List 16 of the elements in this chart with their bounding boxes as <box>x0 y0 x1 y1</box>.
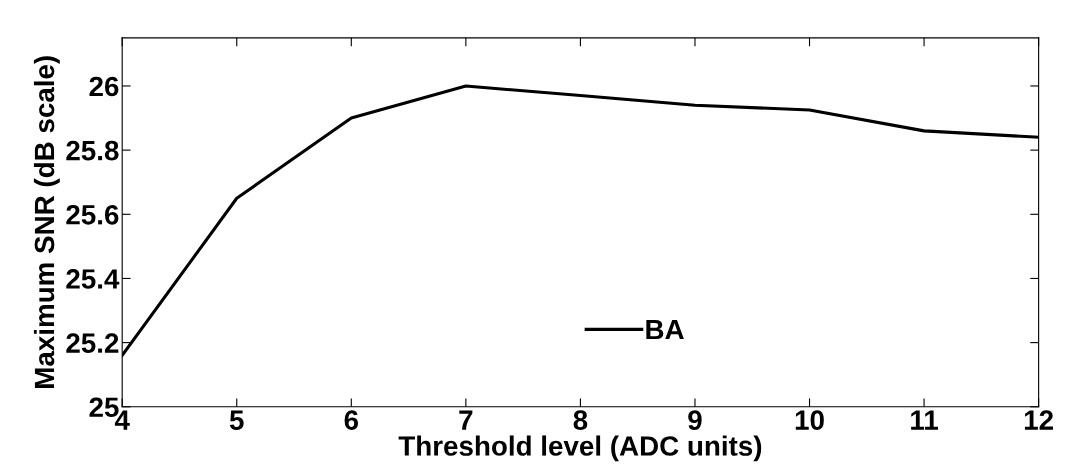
y-tick-label: 26 <box>89 76 119 97</box>
y-tick-label: 25.6 <box>66 204 119 225</box>
x-tick-label: 7 <box>459 410 473 430</box>
y-axis-title: Maximum SNR (dB scale) <box>33 56 60 388</box>
y-tick-label: 25.4 <box>66 269 120 289</box>
legend-label: BA <box>646 320 684 340</box>
x-tick-label: 6 <box>344 410 359 430</box>
x-tick-label: 8 <box>573 410 588 430</box>
x-tick-label: 11 <box>911 410 938 430</box>
x-tick-label: 12 <box>1024 410 1053 430</box>
x-tick-label: 5 <box>229 410 244 430</box>
y-tick-label: 25.2 <box>66 333 119 353</box>
x-tick-label: 10 <box>795 410 824 430</box>
y-tick-label: 25.8 <box>66 140 119 161</box>
x-axis-title: Threshold level (ADC units) <box>398 435 762 462</box>
x-tick-label: 9 <box>688 410 702 430</box>
